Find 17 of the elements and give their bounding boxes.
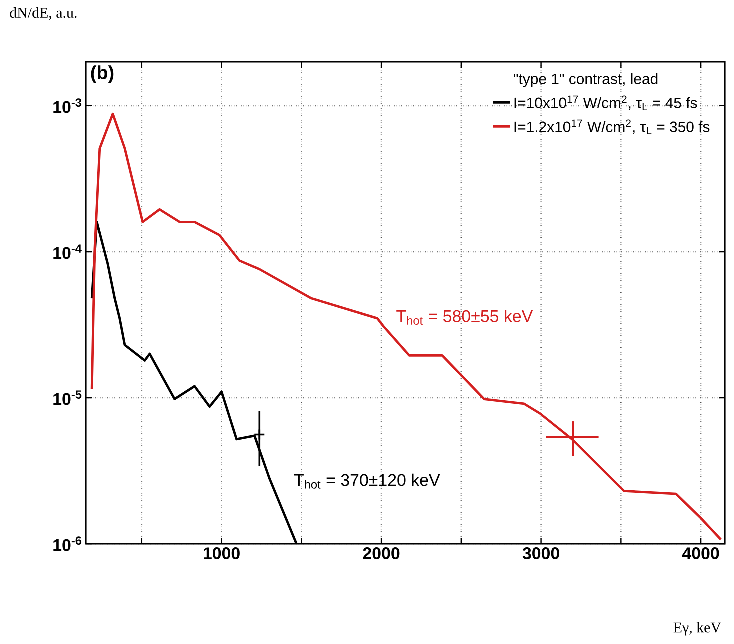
x-tick-label: 2000 [363, 548, 400, 560]
x-tick-label: 1000 [204, 548, 240, 560]
legend-label: I=1.2x10$^{17}$ W/cm$^{2}$, τ$_{L}$ = 350 fs [514, 120, 710, 134]
line-series [90, 112, 722, 541]
annotation: (b) [91, 66, 114, 84]
y-tick-label: 10$^{-5}$ [54, 390, 82, 406]
annotation: T$_{hot}$ = 580±55 keV [396, 310, 534, 325]
legend-label: I=10x10$^{17}$ W/cm$^{2}$, τ$_{L}$ = 45 fs [514, 96, 698, 110]
x-tick-label: 4000 [682, 548, 720, 560]
y-tick-label: 10$^{-6}$ [54, 536, 82, 552]
x-axis-title: Eγ, keV [674, 622, 722, 636]
x-tick-label: 3000 [522, 548, 560, 560]
legend-title: "type 1" contrast, lead [514, 73, 658, 88]
y-tick-label: 10$^{-3}$ [54, 98, 82, 114]
y-axis-title: dN/dE, a.u. [10, 7, 77, 20]
y-tick-label: 10$^{-4}$ [54, 244, 82, 260]
annotation: T$_{hot}$ = 370±120 keV [294, 474, 440, 489]
